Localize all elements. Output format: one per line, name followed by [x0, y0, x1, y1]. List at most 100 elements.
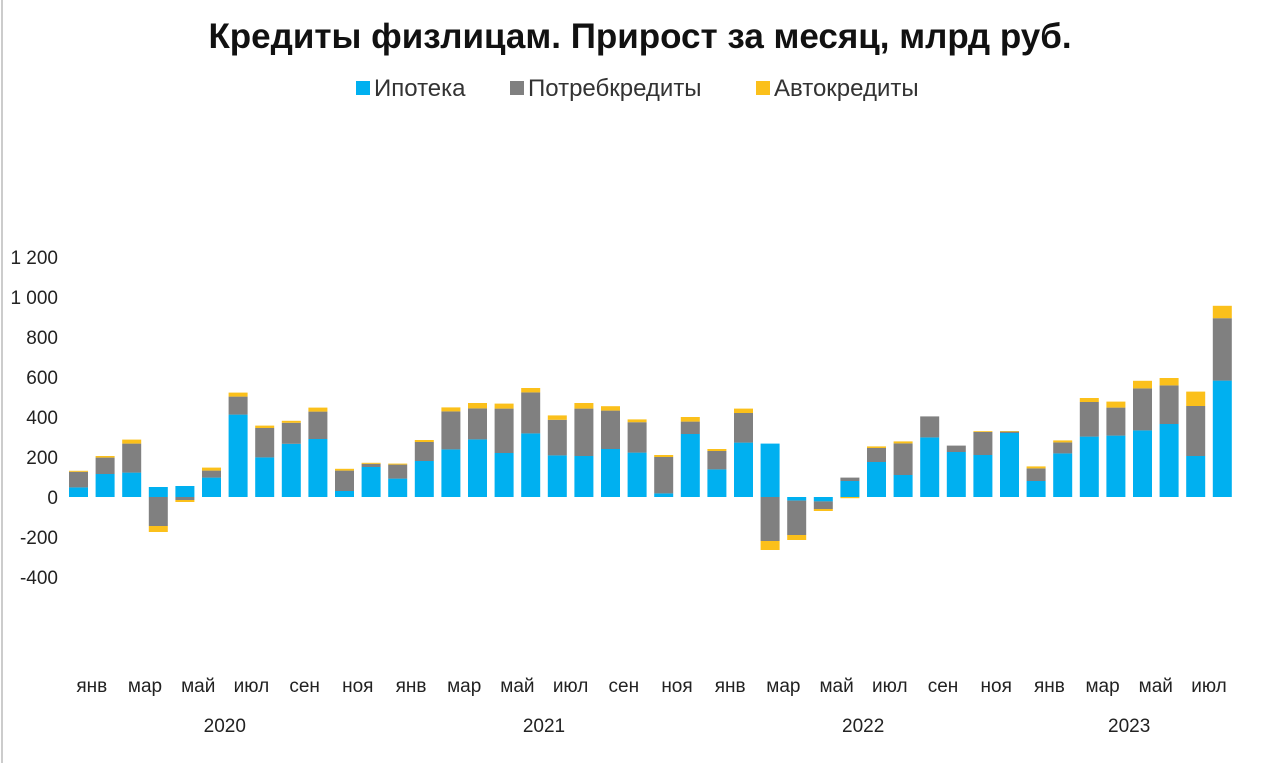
bar-segment	[547, 455, 567, 497]
year-label: 2021	[523, 716, 565, 737]
bar-segment	[973, 431, 993, 432]
bar-segment	[95, 457, 115, 474]
y-tick-label: -200	[20, 528, 58, 549]
bar-segment	[69, 470, 88, 472]
bar-segment	[680, 434, 700, 497]
bar-segment	[228, 396, 248, 415]
bar-segment	[202, 470, 221, 478]
bar-segment	[601, 449, 620, 497]
bar-segment	[255, 457, 275, 497]
bar-segment	[1000, 431, 1019, 432]
bar-segment	[494, 408, 514, 453]
bar-segment	[388, 478, 408, 497]
y-tick-label: 0	[47, 488, 58, 509]
bar-segment	[468, 403, 487, 409]
bar-segment	[1053, 440, 1073, 443]
bar-segment	[148, 487, 168, 497]
bar-segment	[308, 407, 328, 412]
bar-segment	[760, 541, 780, 550]
bar-segment	[335, 468, 354, 471]
bar-segment	[1079, 398, 1099, 402]
x-tick-label: июл	[553, 676, 589, 697]
bar-segment	[654, 457, 674, 494]
legend-swatch	[510, 81, 524, 95]
bar-segment	[255, 428, 275, 458]
bar-segment	[813, 509, 833, 511]
bar-segment	[468, 408, 487, 440]
bar-segment	[468, 439, 487, 497]
bar-segment	[1133, 388, 1152, 431]
bar-segment	[734, 413, 753, 443]
x-tick-label: май	[819, 676, 853, 697]
y-tick-label: 200	[26, 448, 58, 469]
bar-segment	[521, 388, 541, 393]
bar-segment	[787, 535, 807, 540]
bar-segment	[547, 415, 567, 420]
x-tick-label: янв	[76, 676, 107, 697]
bar-segment	[1026, 466, 1046, 469]
bar-segment	[202, 477, 221, 497]
x-tick-label: сен	[928, 676, 959, 697]
bar-segment	[521, 392, 541, 434]
bar-segment	[1186, 391, 1206, 406]
bar-segment	[1159, 378, 1179, 386]
bar-segment	[867, 462, 886, 497]
x-axis: янв мар май июл сен ноя янв мар май июл сен ноя янв м…	[76, 676, 1226, 737]
bar-segment	[361, 467, 381, 497]
x-tick-label: сен	[289, 676, 320, 697]
bar-segment	[281, 443, 301, 497]
y-tick-label: 1 200	[10, 248, 58, 269]
bar-segment	[813, 501, 833, 509]
bar-segment	[1159, 385, 1179, 424]
bar-segment	[1159, 424, 1179, 497]
bar-segment	[494, 403, 514, 409]
legend-label: Потребкредиты	[528, 75, 702, 102]
bar-segment	[601, 410, 620, 449]
bar-segment	[1053, 442, 1073, 454]
bar-segment	[1133, 430, 1152, 497]
bar-segment	[1212, 318, 1232, 381]
bar-segment	[308, 411, 328, 439]
bar-segment	[787, 497, 807, 501]
year-label: 2020	[204, 716, 246, 737]
bar-segment	[494, 453, 514, 497]
x-tick-label: мар	[766, 676, 800, 697]
year-label: 2023	[1108, 716, 1150, 737]
bar-segment	[95, 456, 115, 458]
x-tick-label: май	[1139, 676, 1173, 697]
bar-segment	[1026, 468, 1046, 481]
bar-segment	[69, 487, 88, 497]
bar-segment	[574, 403, 594, 409]
bar-segment	[893, 475, 913, 497]
y-tick-label: 1 000	[10, 288, 58, 309]
bar-segment	[175, 500, 195, 502]
bar-segment	[69, 471, 88, 488]
x-tick-label: янв	[396, 676, 427, 697]
bar-segment	[946, 445, 966, 452]
bar-segment	[840, 477, 860, 481]
bar-segment	[1212, 380, 1232, 497]
bar-segment	[946, 452, 966, 497]
bar-segment	[1212, 305, 1232, 319]
x-tick-label: мар	[447, 676, 481, 697]
bar-segment	[175, 497, 195, 500]
bar-segment	[893, 443, 913, 475]
y-tick-label: 600	[26, 368, 58, 389]
chart-legend: Ипотека Потребкредиты Автокредиты	[356, 75, 919, 102]
bar-segment	[734, 408, 753, 413]
bar-segment	[1026, 481, 1046, 497]
x-tick-label: ноя	[342, 676, 373, 697]
bar-segment	[707, 451, 727, 470]
bar-segment	[281, 422, 301, 444]
bar-segment	[734, 442, 753, 497]
bar-segment	[654, 455, 674, 457]
bar-segment	[920, 437, 940, 497]
bar-segment	[680, 421, 700, 434]
bar-segment	[973, 455, 993, 497]
x-tick-label: мар	[128, 676, 162, 697]
bar-segment	[1079, 436, 1099, 497]
bar-segment	[95, 474, 115, 497]
year-label: 2022	[842, 716, 884, 737]
